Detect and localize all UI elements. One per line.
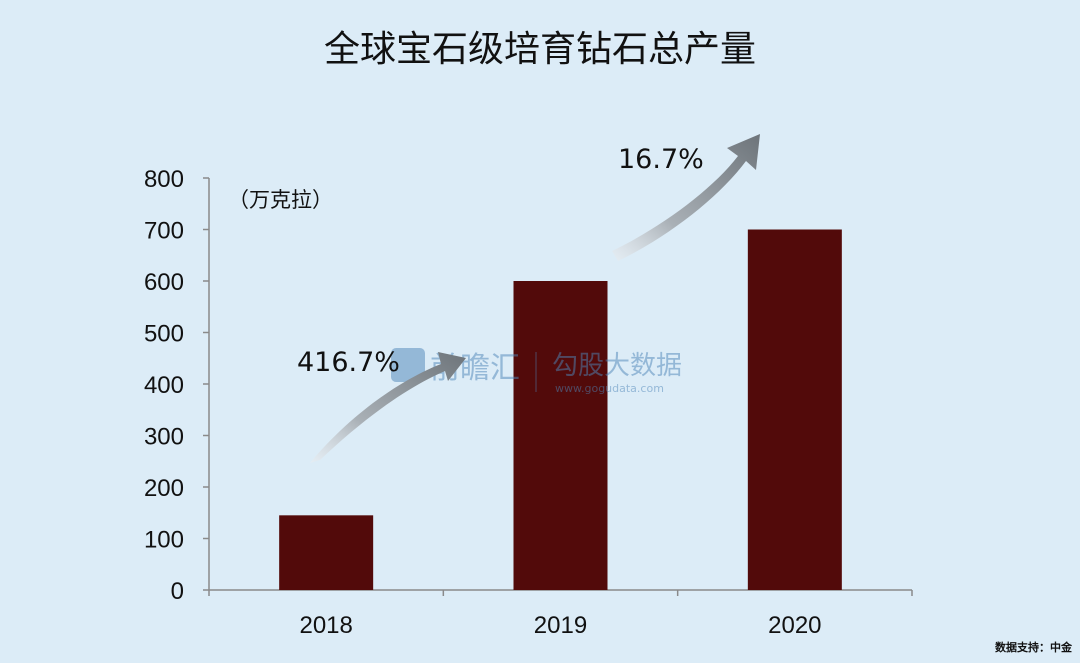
- growth-arrow-icon: [310, 352, 466, 463]
- y-axis: 0 100 200 300 400 500 600 700 800: [144, 166, 210, 605]
- y-tick-label: 500: [144, 321, 184, 348]
- growth-label: 16.7%: [618, 144, 704, 175]
- y-tick-label: 100: [144, 527, 184, 554]
- bar-2020: [747, 229, 842, 590]
- x-axis: 2018 2019 2020: [208, 589, 913, 639]
- growth-annotation-2018-2019: 416.7%: [297, 347, 466, 463]
- x-tick-label: 2019: [534, 612, 587, 639]
- chart-title: 全球宝石级培育钻石总产量: [324, 29, 756, 70]
- watermark-logo-icon: [391, 348, 425, 382]
- y-tick-label: 400: [144, 372, 184, 399]
- y-tick-label: 800: [144, 166, 184, 193]
- y-tick-label: 600: [144, 269, 184, 296]
- x-tick-label: 2018: [299, 612, 352, 639]
- growth-label: 416.7%: [297, 347, 400, 378]
- bar-2018: [279, 515, 374, 590]
- x-tick-label: 2020: [768, 612, 821, 639]
- y-tick-label: 200: [144, 475, 184, 502]
- watermark-brand-2: 勾股大数据: [552, 351, 682, 381]
- bars: [279, 229, 842, 590]
- y-tick-label: 300: [144, 424, 184, 451]
- y-tick-label: 700: [144, 218, 184, 245]
- watermark-url: www.gogudata.com: [555, 382, 664, 395]
- bar-2019: [513, 281, 608, 590]
- growth-arrow-icon: [612, 134, 760, 261]
- y-tick-label: 0: [171, 578, 184, 605]
- growth-annotation-2019-2020: 16.7%: [612, 134, 760, 261]
- watermark: 前瞻汇 勾股大数据 www.gogudata.com: [391, 348, 682, 395]
- unit-label: （万克拉）: [228, 188, 333, 212]
- source-note: 数据支持：中金: [995, 641, 1072, 654]
